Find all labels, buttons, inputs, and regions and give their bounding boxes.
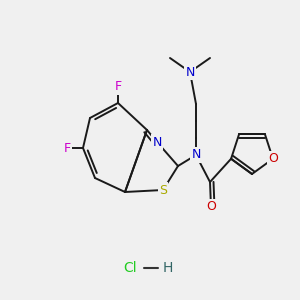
Text: H: H (163, 261, 173, 275)
Text: N: N (152, 136, 162, 148)
Text: Cl: Cl (123, 261, 137, 275)
Text: N: N (191, 148, 201, 161)
Text: S: S (159, 184, 167, 196)
Text: F: F (114, 80, 122, 94)
Text: F: F (63, 142, 70, 154)
Text: O: O (206, 200, 216, 214)
Text: N: N (185, 65, 195, 79)
Text: O: O (268, 152, 278, 165)
